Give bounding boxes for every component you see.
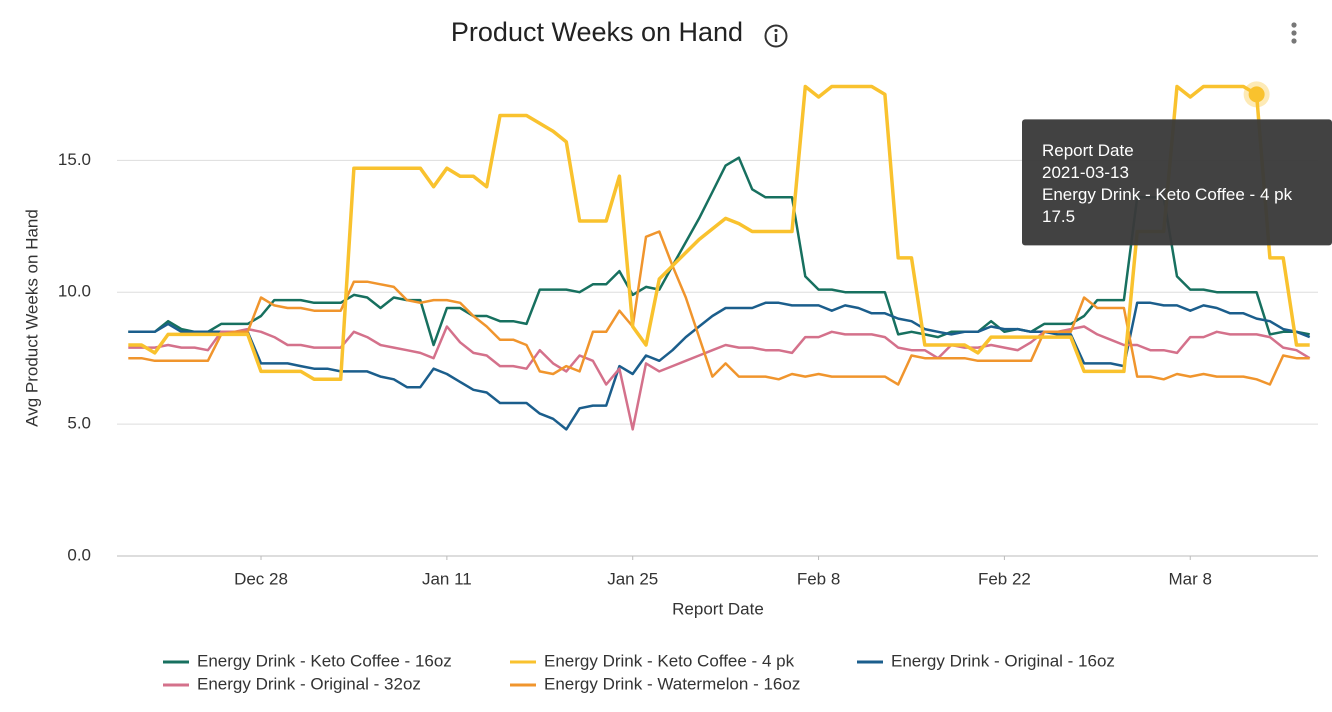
x-tick-label: Feb 8 <box>797 569 840 588</box>
highlight-point <box>1248 86 1265 103</box>
legend: Energy Drink - Keto Coffee - 16oz Energy … <box>163 651 1115 693</box>
chart-title: Product Weeks on Hand <box>451 17 743 47</box>
x-tick-label: Jan 11 <box>422 569 472 588</box>
x-tick-label: Feb 22 <box>978 569 1031 588</box>
series-line <box>128 325 1311 431</box>
tooltip-value: 17.5 <box>1042 207 1075 226</box>
y-axis-label: Avg Product Weeks on Hand <box>22 209 41 427</box>
menu-button[interactable] <box>1291 22 1297 44</box>
y-tick-label: 15.0 <box>58 150 91 169</box>
series-line <box>128 230 1310 386</box>
y-tick-label: 0.0 <box>67 545 91 564</box>
tooltip: Report Date 2021-03-13 Energy Drink - Ke… <box>1022 81 1332 246</box>
tooltip-series: Energy Drink - Keto Coffee - 4 pk <box>1042 185 1293 204</box>
legend-label: Energy Drink - Keto Coffee - 16oz <box>197 651 452 670</box>
tooltip-label: Report Date <box>1042 141 1134 160</box>
series-line <box>128 156 1310 347</box>
lines <box>128 84 1311 431</box>
tooltip-date: 2021-03-13 <box>1042 163 1129 182</box>
legend-label: Energy Drink - Original - 16oz <box>891 651 1115 670</box>
x-tick-label: Mar 8 <box>1169 569 1212 588</box>
series-line <box>128 84 1310 382</box>
legend-label: Energy Drink - Original - 32oz <box>197 674 421 693</box>
series-line <box>128 301 1311 431</box>
legend-label: Energy Drink - Keto Coffee - 4 pk <box>544 651 795 670</box>
x-tick-label: Dec 28 <box>234 569 288 588</box>
legend-label: Energy Drink - Watermelon - 16oz <box>544 674 800 693</box>
tooltip-box <box>1022 119 1332 246</box>
info-icon[interactable] <box>764 24 788 48</box>
y-tick-label: 5.0 <box>67 414 91 433</box>
x-tick-label: Jan 25 <box>607 569 658 588</box>
y-tick-label: 10.0 <box>58 282 91 301</box>
x-axis-label: Report Date <box>672 599 764 618</box>
